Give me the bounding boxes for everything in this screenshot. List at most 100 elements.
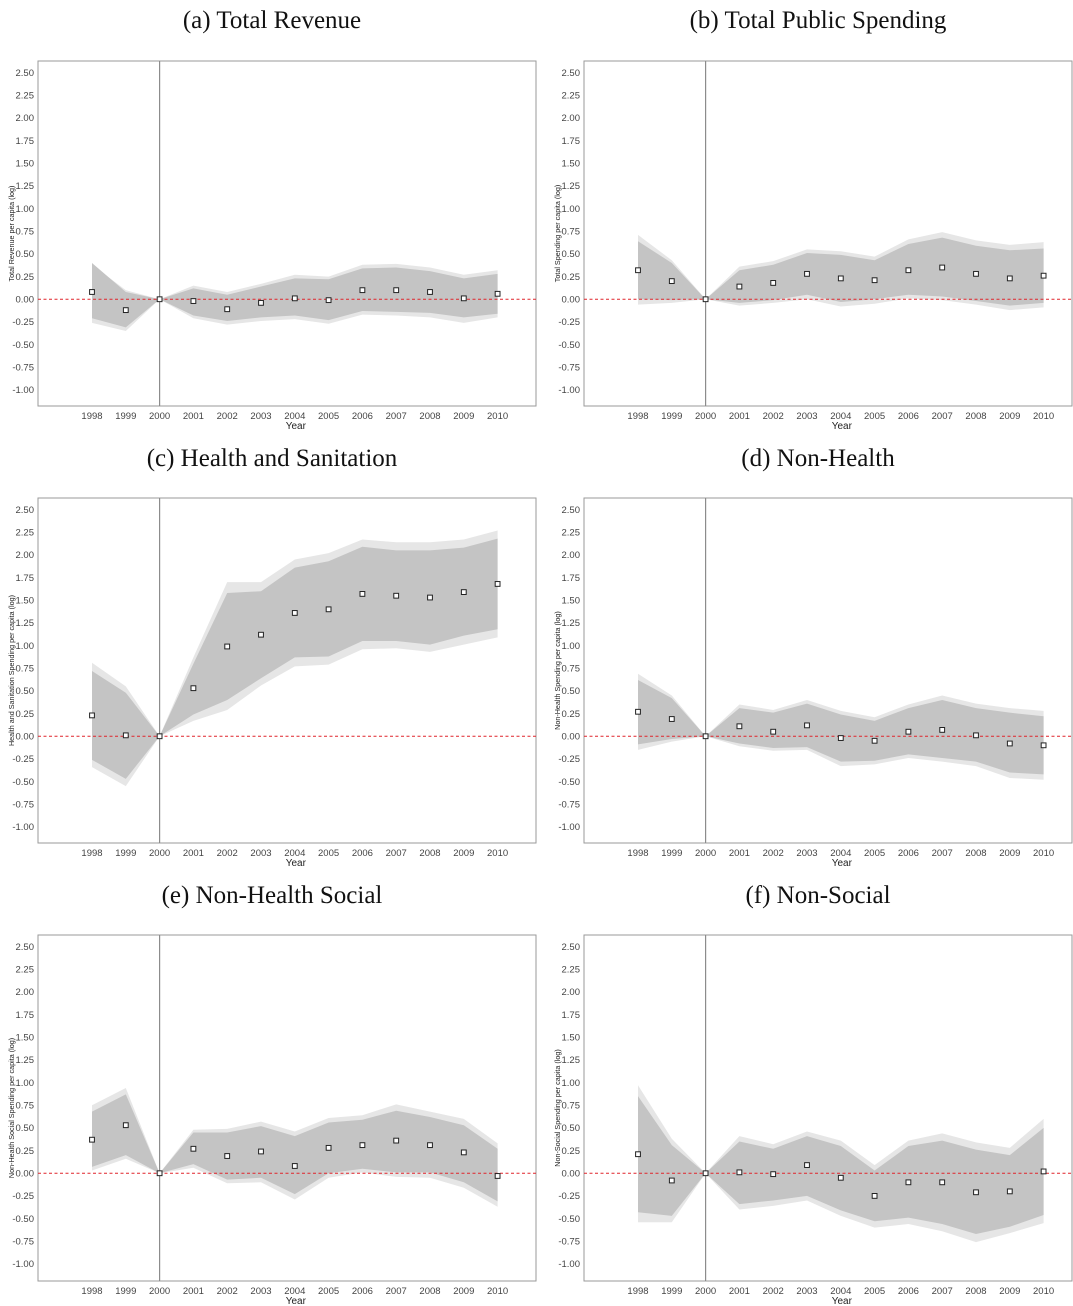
- x-tick-label: 2006: [898, 848, 919, 859]
- point-2000: [702, 733, 709, 740]
- x-tick-label: 2004: [284, 848, 305, 859]
- point-1998: [635, 1151, 641, 1158]
- y-tick-label: 0.25: [562, 709, 581, 720]
- y-tick-label: 0.25: [562, 272, 581, 283]
- point-2007: [393, 592, 400, 599]
- point-2008: [427, 594, 433, 601]
- point-2000: [156, 733, 163, 740]
- y-tick-label: 2.25: [562, 528, 581, 539]
- point-2009: [460, 589, 467, 595]
- y-tick-label: 0.00: [562, 1169, 581, 1180]
- x-tick-label: 2001: [729, 1286, 750, 1297]
- y-tick-label: 2.50: [16, 68, 35, 79]
- point-2006: [359, 287, 366, 294]
- x-tick-label: 2005: [318, 411, 339, 422]
- x-tick-label: 2000: [695, 1286, 716, 1297]
- y-axis-label: Non-Health Spending per capita (log): [553, 611, 562, 730]
- y-tick-label: 1.25: [562, 618, 581, 629]
- point-1999: [668, 716, 675, 722]
- point-2000: [702, 296, 709, 303]
- y-tick-label: -0.50: [558, 340, 580, 351]
- x-tick-label: 1998: [627, 411, 648, 422]
- x-tick-label: 2002: [763, 1286, 784, 1297]
- point-2008: [973, 270, 979, 277]
- x-tick-label: 2004: [284, 1286, 305, 1297]
- x-axis-label: Year: [286, 421, 307, 432]
- panel-e: (e) Non-Health Social 2.50 2.25 2.00 1.75 1.5…: [7, 882, 537, 1306]
- point-1998: [635, 267, 641, 274]
- x-tick-label: 1998: [627, 848, 648, 859]
- point-1999: [122, 307, 129, 314]
- y-tick-label: 1.25: [562, 1055, 581, 1066]
- x-axis-label: Year: [832, 1296, 853, 1306]
- y-tick-label: 2.00: [562, 550, 581, 561]
- panel-title: (d) Non-Health: [741, 445, 895, 472]
- x-tick-label: 2007: [932, 411, 953, 422]
- point-2003: [258, 1148, 264, 1155]
- point-2010: [494, 581, 501, 587]
- y-tick-label: 0.25: [16, 1146, 35, 1157]
- y-axis-label: Total Spending per capita (log): [553, 185, 562, 283]
- x-tick-label: 2001: [729, 411, 750, 422]
- y-tick-label: 0.75: [562, 227, 581, 238]
- y-tick-label: 1.00: [562, 641, 581, 652]
- y-tick-label: 0.00: [16, 1169, 35, 1180]
- x-tick-label: 2005: [318, 1286, 339, 1297]
- x-tick-label: 2003: [796, 848, 817, 859]
- ci90-band: [92, 262, 498, 328]
- x-tick-label: 2007: [386, 848, 407, 859]
- point-2004: [291, 295, 298, 302]
- point-1998: [635, 708, 641, 715]
- point-2008: [427, 289, 433, 295]
- panel-title: (a) Total Revenue: [183, 7, 361, 34]
- point-2002: [224, 643, 231, 650]
- x-tick-label: 2010: [1033, 848, 1054, 859]
- point-2007: [939, 726, 946, 733]
- point-2003: [258, 631, 264, 638]
- point-2004: [837, 275, 844, 282]
- y-tick-label: 2.00: [16, 550, 35, 561]
- point-2000: [156, 1170, 163, 1177]
- x-tick-label: 2010: [487, 848, 508, 859]
- y-tick-label: 1.00: [16, 204, 35, 215]
- plot-area: [37, 60, 537, 407]
- y-tick-label: 1.75: [16, 1010, 35, 1021]
- y-tick-label: 1.25: [16, 181, 35, 192]
- y-tick-label: -1.00: [558, 822, 580, 833]
- x-tick-label: 2005: [318, 848, 339, 859]
- y-tick-label: 2.25: [562, 965, 581, 976]
- point-2010: [1040, 1168, 1047, 1175]
- x-tick-label: 1998: [81, 1286, 102, 1297]
- y-tick-label: 1.75: [562, 1010, 581, 1021]
- point-2010: [494, 290, 501, 297]
- point-2007: [939, 1179, 946, 1186]
- x-tick-label: 2000: [149, 848, 170, 859]
- x-tick-label: 2008: [419, 411, 440, 422]
- panel-c: (c) Health and Sanitation 2.50 2.25 2.00 1.7…: [7, 445, 537, 869]
- point-2003: [804, 722, 810, 729]
- x-tick-label: 2008: [965, 1286, 986, 1297]
- y-tick-label: 1.50: [16, 596, 35, 607]
- y-tick-label: 0.50: [16, 686, 35, 697]
- y-tick-label: 0.75: [562, 664, 581, 675]
- y-tick-label: 0.00: [16, 295, 35, 306]
- x-tick-label: 2009: [999, 1286, 1020, 1297]
- y-axis-label: Non-Health Social Spending per capita (l…: [7, 1038, 16, 1178]
- point-2005: [325, 297, 332, 304]
- point-2005: [325, 1144, 332, 1151]
- x-tick-label: 2010: [487, 411, 508, 422]
- point-2007: [393, 1137, 400, 1144]
- y-tick-label: -1.00: [558, 1259, 580, 1270]
- ci90-band: [638, 680, 1044, 775]
- y-tick-label: -0.75: [12, 363, 34, 374]
- point-1999: [122, 732, 129, 739]
- y-tick-label: -1.00: [12, 385, 34, 396]
- y-tick-label: 1.00: [16, 641, 35, 652]
- y-tick-label: 1.50: [562, 596, 581, 607]
- y-tick-label: 0.50: [562, 1123, 581, 1134]
- x-tick-label: 2000: [149, 411, 170, 422]
- point-2002: [770, 728, 777, 735]
- y-tick-label: 1.50: [562, 159, 581, 170]
- x-tick-label: 1998: [81, 848, 102, 859]
- y-tick-label: 2.25: [16, 528, 35, 539]
